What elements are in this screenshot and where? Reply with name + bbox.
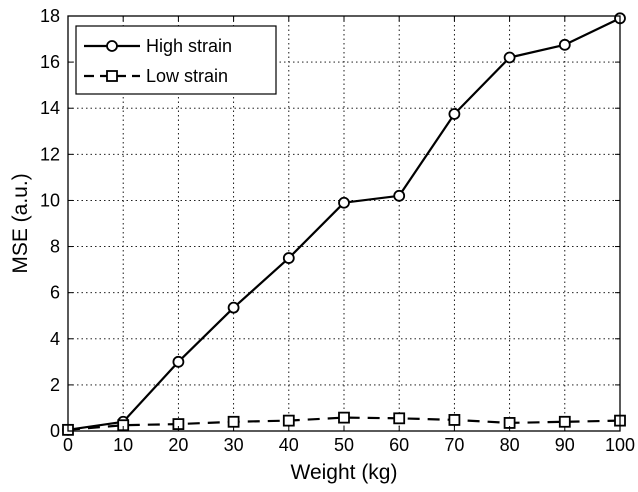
data-point-square [558, 415, 571, 428]
x-tick-label: 0 [63, 435, 73, 455]
legend-box [75, 25, 277, 95]
x-tick-label: 20 [168, 435, 188, 455]
data-point-circle [448, 108, 461, 120]
tick-labels: 0 10 20 30 40 50 60 70 80 90 100 0 2 4 6 8 10 12 14 16 18 [40, 6, 635, 455]
data-point-square [227, 415, 240, 428]
x-tick-label: 100 [605, 435, 635, 455]
grid [68, 16, 620, 431]
series-line [67, 416, 621, 431]
data-point-circle [282, 252, 295, 264]
y-axis-label: MSE (a.u.) [9, 173, 32, 273]
legend-marker-square [106, 70, 118, 82]
y-tick-label: 18 [40, 6, 60, 26]
y-tick-label: 12 [40, 144, 60, 164]
y-tick-label: 14 [40, 98, 60, 118]
data-point-square [448, 414, 461, 426]
data-point-circle [172, 355, 185, 368]
data-point-square [338, 411, 350, 424]
legend-entry: Low strain [84, 66, 228, 86]
y-tick-label: 8 [50, 237, 60, 257]
legend-label: Low strain [146, 66, 228, 86]
data-point-square [393, 412, 406, 425]
legend-label: High strain [146, 36, 232, 56]
x-tick-label: 80 [500, 435, 520, 455]
data-point-circle [227, 301, 240, 314]
y-tick-label: 2 [50, 375, 60, 395]
x-tick-label: 10 [113, 435, 133, 455]
legend-marker-circle [106, 40, 118, 52]
y-tick-label: 16 [40, 52, 60, 72]
x-tick-label: 90 [555, 435, 575, 455]
y-tick-label: 6 [50, 283, 60, 303]
x-tick-label: 30 [224, 435, 244, 455]
x-tick-label: 70 [444, 435, 464, 455]
x-tick-label: 40 [279, 435, 299, 455]
legend-entry: High strain [84, 36, 232, 56]
x-tick-label: 50 [334, 435, 354, 455]
series-layer [62, 12, 626, 436]
data-point-circle [338, 196, 350, 209]
y-tick-label: 4 [50, 329, 60, 349]
legend: High strain Low strain [75, 25, 277, 95]
y-tick-label: 0 [50, 421, 60, 441]
legend-entries: High strain Low strain [84, 36, 232, 86]
data-point-circle [558, 38, 571, 51]
x-tick-label: 60 [389, 435, 409, 455]
data-point-square [282, 414, 295, 427]
data-point-circle [503, 51, 516, 64]
x-axis-label: Weight (kg) [291, 461, 398, 484]
y-tick-label: 10 [40, 190, 60, 210]
ticks [67, 15, 621, 432]
data-point-circle [393, 189, 406, 202]
